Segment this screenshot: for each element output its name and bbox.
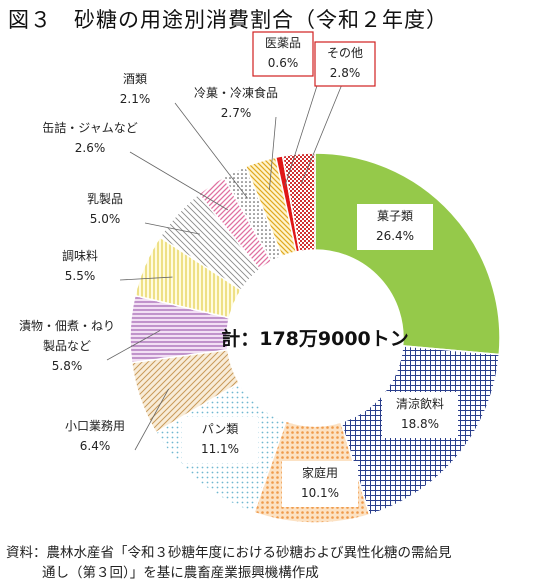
leader-line-10: [174, 102, 248, 199]
leader-line-8: [144, 222, 201, 235]
slice-label-5: 小口業務用 6.4%: [65, 419, 125, 453]
donut-chart: 菓子類 26.4% 清涼飲料 18.8% 家庭用 10.1% パン類 11.1% 小口業務用 6.…: [19, 31, 501, 524]
center-total-label: 計：178万9000トン: [221, 327, 409, 350]
slice-value-label: 5.5%: [65, 269, 96, 283]
leader-line-5: [134, 388, 169, 451]
leader-line-12: [284, 66, 324, 187]
slice-label-2: 清涼飲料 18.8%: [396, 396, 444, 431]
slice-name-label: 医薬品: [265, 36, 301, 50]
source-line-2: 通し（第３回）」を基に農畜産業振興機構作成: [42, 565, 319, 581]
slice-name-label: 乳製品: [87, 192, 123, 206]
source-line-1: 農林水産省「令和３砂糖年度における砂糖および異性化糖の需給見: [46, 545, 452, 561]
slice-name-label: 缶詰・ジャムなど: [42, 120, 137, 135]
slice-label-7: 調味料 5.5%: [62, 249, 98, 283]
slice-name-label: パン類: [202, 422, 239, 436]
slice-label-3: 家庭用 10.1%: [301, 465, 339, 500]
slice-value-label: 5.0%: [90, 212, 121, 226]
chart-title: 図３ 砂糖の用途別消費割合（令和２年度）: [8, 8, 448, 32]
slice-name-label: その他: [327, 46, 363, 60]
slice-name-label: 酒類: [123, 72, 147, 86]
slice-name-label: 冷菓・冷凍食品: [194, 85, 278, 100]
slice-13: [281, 152, 316, 253]
slice-value-label: 0.6%: [268, 56, 299, 70]
slice-value-label: 18.8%: [401, 417, 439, 431]
leader-line-13: [300, 76, 346, 184]
slice-value-label: 2.6%: [75, 141, 106, 155]
slice-label-8: 乳製品 5.0%: [87, 192, 123, 226]
slice-value-label: 11.1%: [201, 442, 239, 456]
leader-line-9: [129, 151, 229, 211]
slice-value-label: 2.8%: [330, 66, 361, 80]
slice-value-label: 5.8%: [52, 359, 83, 373]
leader-line-6: [106, 330, 161, 361]
source-note: 資料：農林水産省「令和３砂糖年度における砂糖および異性化糖の需給見 通し（第３回…: [6, 543, 546, 583]
slice-1: [314, 152, 501, 356]
slice-label-13: その他 2.8%: [327, 46, 363, 80]
slice-label-1: 菓子類 26.4%: [376, 209, 414, 243]
slice-label-10: 酒類 2.1%: [120, 72, 151, 106]
leader-line-11: [268, 116, 277, 190]
slice-name-label: 漬物・佃煮・ねり: [19, 318, 115, 333]
slice-label-11: 冷菓・冷凍食品 2.7%: [194, 85, 278, 120]
slice-name-label: 調味料: [62, 249, 98, 263]
label-bg-4: [182, 417, 258, 463]
label-box-12: [252, 31, 314, 77]
label-bg-3: [282, 461, 358, 507]
slice-label-9: 缶詰・ジャムなど 2.6%: [42, 120, 137, 155]
slice-name-label: 製品など: [43, 339, 91, 353]
slice-name-label: 小口業務用: [65, 419, 125, 433]
source-prefix: 資料：: [6, 545, 47, 561]
slice-value-label: 6.4%: [80, 439, 111, 453]
slice-value-label: 2.1%: [120, 92, 151, 106]
slice-value-label: 10.1%: [301, 486, 339, 500]
slice-value-label: 26.4%: [376, 229, 414, 243]
slice-name-label: 清涼飲料: [396, 396, 444, 411]
leader-line-7: [119, 276, 173, 281]
label-box-13: [314, 41, 376, 87]
slice-label-4: パン類 11.1%: [201, 422, 239, 456]
slice-label-6: 漬物・佃煮・ねり製品など 5.8%: [19, 318, 115, 373]
label-bg-2: [382, 392, 458, 438]
slice-name-label: 家庭用: [302, 465, 338, 480]
label-bg-1: [357, 204, 433, 250]
slice-label-12: 医薬品 0.6%: [265, 36, 301, 70]
slice-name-label: 菓子類: [377, 209, 413, 223]
slice-value-label: 2.7%: [221, 106, 252, 120]
